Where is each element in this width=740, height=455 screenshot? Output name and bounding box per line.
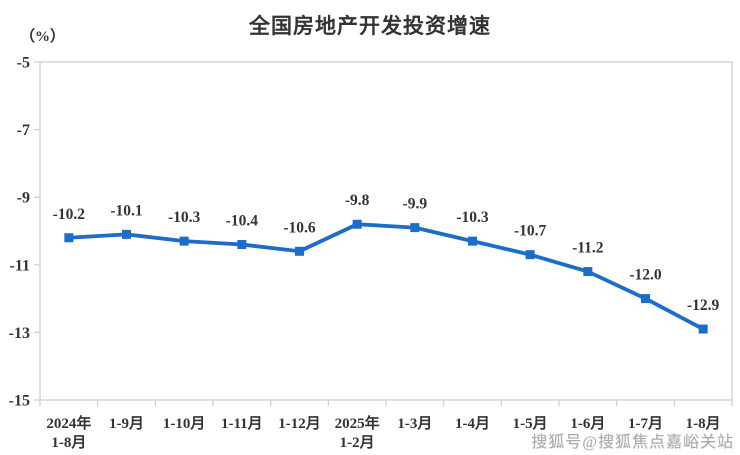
x-tick-label: 1-7月 <box>628 415 663 432</box>
data-point-label: -10.4 <box>226 213 259 230</box>
y-tick-label: -5 <box>17 55 30 72</box>
watermark: 搜狐号@搜狐焦点嘉峪关站 <box>531 434 734 451</box>
data-point-label: -10.3 <box>456 209 489 226</box>
data-point-marker <box>179 236 189 246</box>
x-tick-label: 1-5月 <box>513 415 548 432</box>
chart-title: 全国房地产开发投资增速 <box>249 15 491 38</box>
data-point-marker <box>295 246 304 256</box>
data-point-marker <box>525 250 535 260</box>
data-point-marker <box>64 233 74 243</box>
x-tick-label: 1-8月 <box>686 415 721 432</box>
y-tick-label: -13 <box>9 325 30 342</box>
x-tick-label: 1-3月 <box>397 415 432 432</box>
x-tick-label: 1-10月 <box>163 415 206 432</box>
data-point-marker <box>641 294 650 304</box>
data-point-label: -10.2 <box>53 206 86 223</box>
y-tick-label: -15 <box>9 393 30 410</box>
x-tick-label: 1-4月 <box>455 415 490 432</box>
data-point-label: -10.6 <box>283 219 316 236</box>
x-tick-label: 2025年 1-2月 <box>335 414 380 451</box>
data-point-marker <box>468 236 477 246</box>
x-tick-label: 2024年 1-8月 <box>46 414 91 451</box>
data-point-marker <box>410 223 420 233</box>
y-axis-unit-label: （%） <box>20 29 66 45</box>
data-point-marker <box>237 240 247 250</box>
data-point-marker <box>698 324 708 334</box>
data-line <box>66 222 706 331</box>
x-tick-label: 1-6月 <box>570 415 605 432</box>
plot-border <box>39 61 733 401</box>
data-point-label: -10.1 <box>110 202 142 219</box>
y-tick-label: -7 <box>17 122 30 139</box>
data-point-marker <box>352 219 362 229</box>
data-point-marker <box>583 267 593 277</box>
data-point-marker <box>122 229 131 239</box>
y-tick-label: -9 <box>17 190 30 207</box>
data-point-label: -9.9 <box>403 196 428 213</box>
x-tick-label: 1-9月 <box>109 415 144 432</box>
x-tick-label: 1-11月 <box>221 415 263 432</box>
data-point-label: -11.2 <box>572 240 604 257</box>
data-point-label: -12.9 <box>687 297 720 314</box>
data-point-label: -10.3 <box>168 209 201 226</box>
data-point-label: -12.0 <box>629 267 662 284</box>
data-point-label: -9.8 <box>345 192 370 209</box>
data-point-label: -10.7 <box>514 223 547 240</box>
x-tick-label: 1-12月 <box>278 415 321 432</box>
y-tick-label: -11 <box>10 257 30 274</box>
